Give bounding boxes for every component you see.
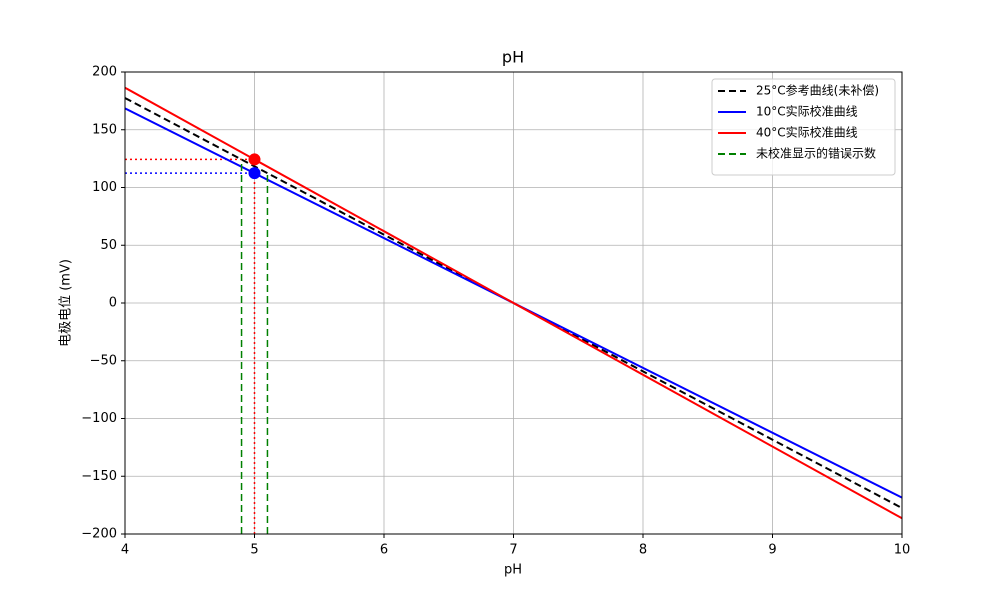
x-tick-label: 10 xyxy=(894,543,911,558)
chart-title: pH xyxy=(502,48,524,67)
x-tick-label: 5 xyxy=(250,543,258,558)
series-line xyxy=(240,159,269,534)
legend-label: 未校准显示的错误示数 xyxy=(756,146,876,161)
plot-frame xyxy=(124,71,903,535)
point xyxy=(248,167,261,180)
legend-label: 10°C实际校准曲线 xyxy=(756,104,858,119)
x-tick-label: 4 xyxy=(121,543,129,558)
point xyxy=(248,153,261,166)
y-tick-label: −50 xyxy=(90,353,117,368)
y-tick-label: 150 xyxy=(92,122,117,137)
x-axis-label: pH xyxy=(504,563,522,578)
y-tick-label: −200 xyxy=(81,527,117,542)
y-tick-label: 0 xyxy=(109,296,117,311)
x-tick-label: 8 xyxy=(639,543,647,558)
x-tick-label: 9 xyxy=(768,543,776,558)
y-tick-label: 100 xyxy=(92,180,117,195)
legend-label: 25°C参考曲线(未补偿) xyxy=(756,83,879,98)
legend-box xyxy=(711,78,896,176)
y-tick-label: 50 xyxy=(100,238,117,253)
y-tick-label: −150 xyxy=(81,469,117,484)
y-tick-label: −100 xyxy=(81,411,117,426)
series-line xyxy=(124,97,903,509)
y-axis-label: 电极电位 (mV) xyxy=(59,259,74,347)
legend-label: 40°C实际校准曲线 xyxy=(756,125,858,140)
y-tick-label: 200 xyxy=(92,65,117,80)
x-tick-label: 7 xyxy=(509,543,517,558)
x-tick-label: 6 xyxy=(380,543,388,558)
